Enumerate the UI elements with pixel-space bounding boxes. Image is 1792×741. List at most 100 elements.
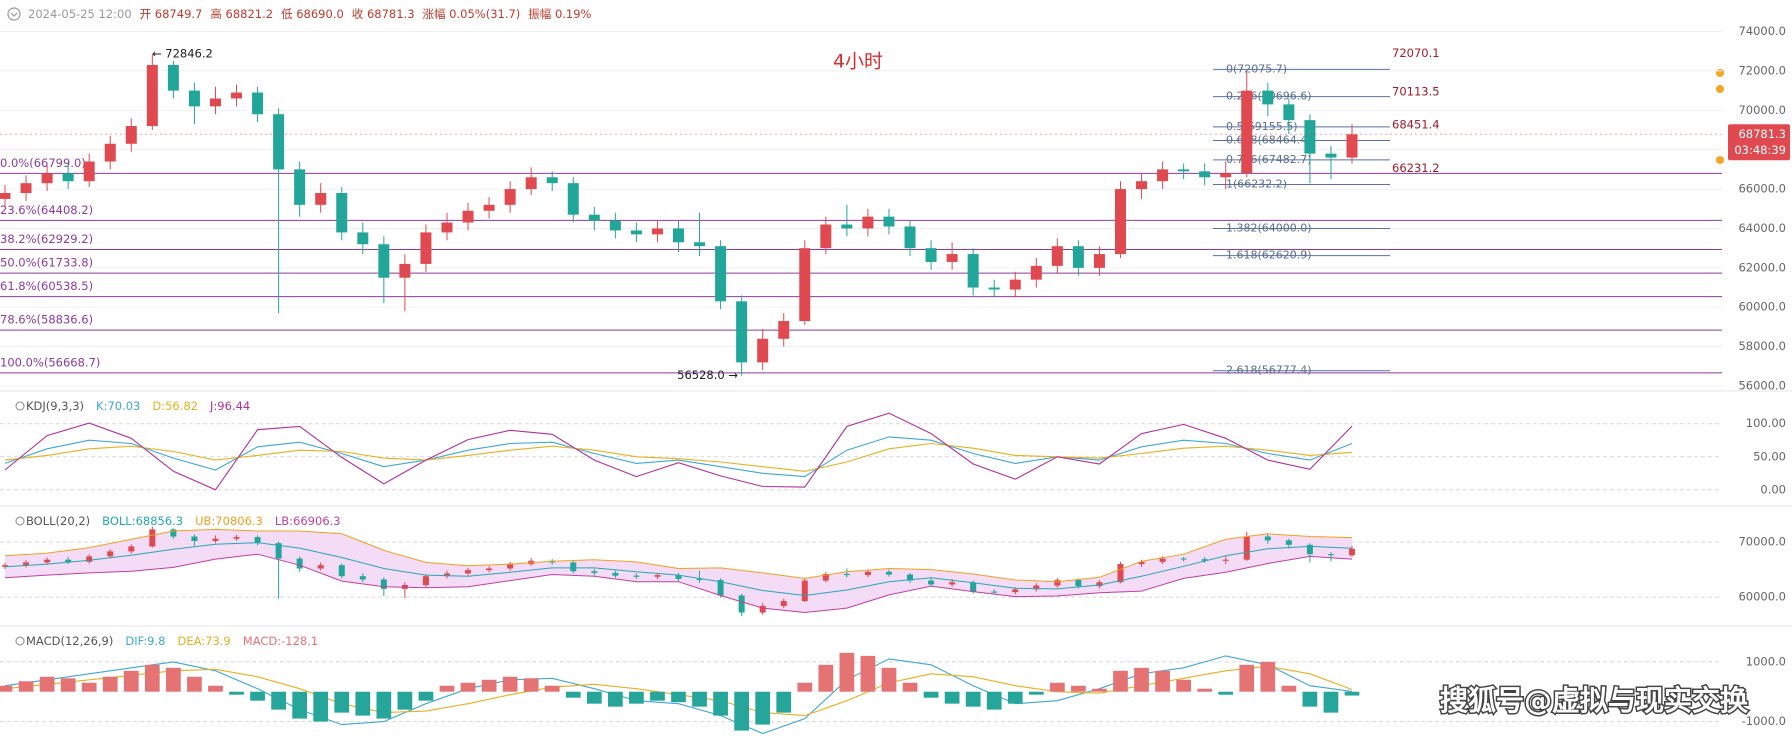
candle-body	[907, 574, 914, 581]
histogram-bar	[1218, 691, 1234, 695]
histogram-bar	[965, 691, 981, 707]
candle-body	[925, 248, 937, 262]
histogram-bar	[586, 691, 602, 704]
candle-body	[465, 570, 472, 574]
candle-body	[20, 183, 32, 194]
info-item: 收 68781.3	[352, 7, 415, 21]
candle-body	[949, 582, 956, 585]
alert-bell-icon	[15, 636, 25, 646]
alert-dot[interactable]	[1716, 85, 1724, 93]
y-tick-label: 62000.0	[1738, 260, 1786, 274]
candle-body	[633, 575, 640, 577]
fib-ext-label: 1.382(64000.0)	[1226, 221, 1312, 234]
info-item: 2024-05-25 12:00	[28, 7, 132, 21]
candle-body	[83, 161, 95, 182]
histogram-bar	[544, 685, 560, 692]
candle-body	[1264, 536, 1271, 541]
candle-body	[736, 301, 748, 363]
y-tick-label: 60000.0	[1738, 300, 1786, 314]
candle-body	[967, 254, 979, 288]
candle-body	[378, 244, 390, 278]
candle-body	[44, 559, 51, 563]
y-tick-label: 0.00	[1760, 482, 1786, 496]
y-tick-label: 50.00	[1753, 449, 1786, 463]
candle-body	[1033, 585, 1040, 590]
countdown-label: 03:48:39	[1734, 143, 1786, 157]
candle-body	[338, 565, 345, 577]
candle-body	[567, 183, 579, 215]
histogram-bar	[1302, 691, 1318, 707]
panel-legend: BOLL(20,2) BOLL:68856.3 UB:70806.3 LB:66906…	[26, 514, 341, 528]
fib-ext-label: 0.618(68464.4)	[1226, 134, 1312, 147]
histogram-bar	[797, 682, 813, 692]
candle-body	[738, 595, 745, 613]
histogram-bar	[123, 670, 139, 692]
histogram-bar	[271, 691, 286, 710]
candle-body	[1054, 580, 1061, 586]
candle-body	[1051, 246, 1063, 266]
candle-body	[675, 575, 682, 579]
candle-body	[315, 193, 327, 205]
indicator-line	[4, 412, 1353, 491]
histogram-bar	[692, 691, 707, 707]
candle-body	[41, 173, 53, 184]
candle-body	[275, 543, 282, 559]
candle-body	[65, 559, 72, 562]
histogram-bar	[1260, 661, 1276, 692]
indicator-line	[4, 442, 1353, 472]
panel-legend: KDJ(9,3,3) K:70.03 D:56.82 J:96.44	[26, 399, 250, 413]
candle-body	[104, 143, 116, 162]
histogram-bar	[1049, 682, 1065, 692]
candle-body	[1180, 558, 1187, 560]
candle-body	[885, 571, 892, 575]
candle-body	[399, 263, 411, 278]
candle-body	[507, 564, 514, 569]
legend-entry: LB:66906.3	[275, 514, 341, 528]
histogram-bar	[1028, 691, 1044, 695]
alert-dot[interactable]	[1716, 69, 1724, 77]
candle-body	[591, 571, 598, 573]
candle-body	[862, 216, 874, 229]
candle-body	[462, 210, 474, 223]
candle-body	[609, 220, 621, 231]
band-line	[4, 542, 1353, 597]
last-price-label: 68781.3	[1738, 127, 1786, 141]
candle-body	[673, 228, 684, 243]
candle-body	[841, 224, 853, 229]
candle-body	[904, 226, 916, 249]
histogram-bar	[1239, 664, 1255, 692]
histogram-bar	[60, 678, 76, 692]
ohlc-info: 2024-05-25 12:00 开 68749.7 高 68821.2 低 6869…	[28, 7, 592, 21]
band-line	[4, 553, 1353, 614]
histogram-bar	[397, 691, 413, 710]
price-annotation: ← 72846.2	[152, 47, 213, 61]
y-tick-label: 72000.0	[1738, 63, 1786, 77]
candle-body	[273, 114, 285, 170]
band-line	[4, 528, 1353, 583]
candle-body	[504, 189, 516, 205]
candle-body	[1243, 536, 1250, 560]
indicator-line	[4, 436, 1353, 478]
y-tick-label: 70000.0	[1738, 103, 1786, 117]
candle-body	[1304, 120, 1316, 154]
histogram-bar	[1344, 691, 1360, 696]
chart-title: 4小时	[833, 51, 883, 73]
histogram-bar	[860, 655, 876, 692]
histogram-bar	[81, 682, 97, 692]
candle-body	[296, 558, 303, 569]
candle-body	[1327, 554, 1334, 556]
candle-body	[570, 562, 577, 572]
info-item: 低 68690.0	[281, 7, 344, 21]
alert-dot[interactable]	[1716, 156, 1724, 164]
candle-body	[380, 579, 387, 589]
histogram-bar	[250, 691, 265, 701]
y-tick-label: 74000.0	[1738, 24, 1786, 38]
candle-body	[233, 537, 240, 539]
candle-body	[357, 232, 369, 245]
histogram-bar	[629, 691, 644, 704]
candle-body	[420, 232, 432, 264]
logo-icon[interactable]	[7, 7, 21, 21]
candle-body	[62, 173, 74, 182]
histogram-bar	[1113, 670, 1128, 692]
candle-body	[231, 92, 243, 99]
